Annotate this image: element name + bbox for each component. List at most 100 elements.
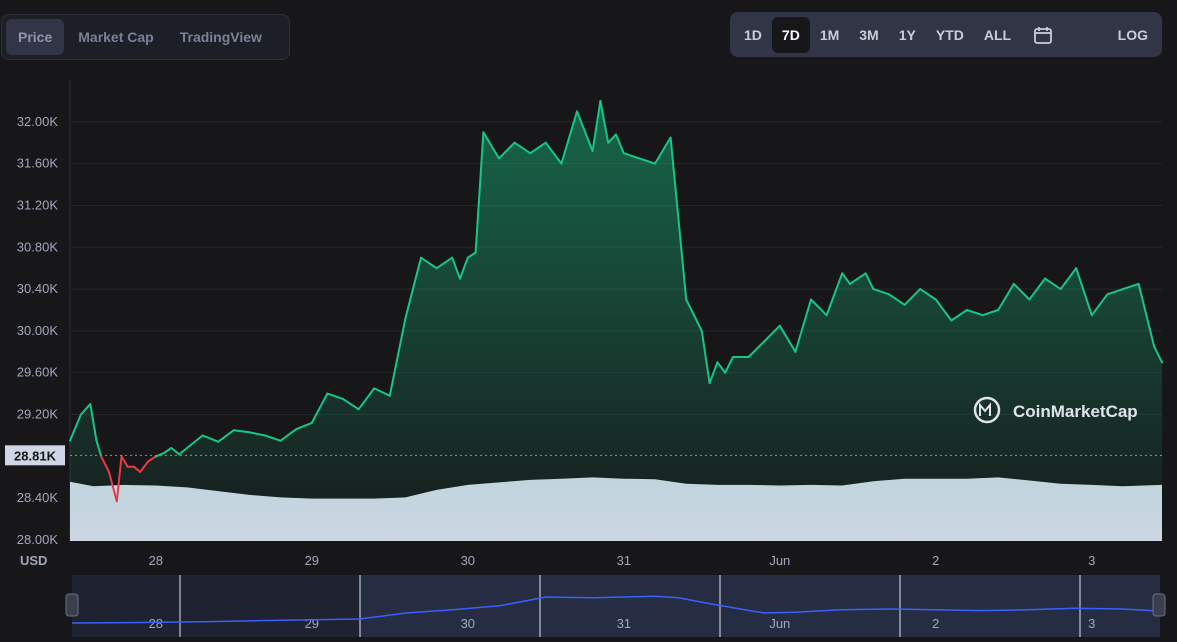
price-line-segment — [864, 272, 875, 291]
navigator-tick-label: 28 — [149, 616, 163, 631]
price-line-segment — [95, 439, 103, 458]
price-line-segment — [147, 455, 157, 463]
x-tick-label: 28 — [149, 553, 163, 568]
price-line-segment — [139, 460, 149, 473]
price-line-segment — [849, 277, 859, 285]
price-line-segment — [708, 361, 719, 385]
price-line-segment — [162, 447, 173, 455]
y-tick-label: 32.00K — [17, 114, 59, 129]
range-7d-button[interactable]: 7D — [771, 16, 810, 53]
price-line-segment — [373, 387, 391, 397]
y-tick-label: 30.80K — [17, 239, 59, 254]
price-line-segment — [115, 455, 123, 503]
price-line-segment — [459, 256, 469, 280]
navigator-tick-label: 3 — [1088, 616, 1095, 631]
price-line-segment — [529, 141, 547, 155]
price-line-segment — [201, 434, 220, 443]
watermark-text: CoinMarketCap — [1013, 402, 1138, 421]
time-range-selector: 1D 7D 1M 3M 1Y YTD ALL LOG — [730, 12, 1162, 57]
reference-price-badge — [5, 445, 65, 466]
range-1d-button[interactable]: 1D — [744, 26, 762, 43]
price-line-segment — [872, 288, 890, 296]
price-line-segment — [170, 447, 181, 456]
tab-market-cap[interactable]: Market Cap — [78, 29, 154, 45]
range-1m-button[interactable]: 1M — [819, 26, 840, 43]
x-tick-label: 30 — [461, 553, 475, 568]
log-scale-button[interactable]: LOG — [1117, 26, 1148, 43]
price-line-segment — [615, 133, 625, 155]
navigator-tick-label: 29 — [305, 616, 319, 631]
price-line-segment — [856, 272, 867, 280]
tab-tradingview[interactable]: TradingView — [179, 29, 262, 45]
y-tick-label: 31.20K — [17, 197, 59, 212]
price-line-segment — [326, 392, 344, 400]
price-line-segment — [1028, 277, 1046, 301]
chart-type-tabs: Price Market Cap TradingView — [1, 14, 290, 60]
navigator-left-handle[interactable] — [65, 593, 79, 617]
range-all-button[interactable]: ALL — [983, 26, 1012, 43]
x-tick-label: 31 — [617, 553, 631, 568]
price-line-segment — [451, 256, 461, 280]
price-line-segment — [1044, 277, 1062, 291]
y-tick-label: 30.00K — [17, 323, 59, 338]
price-line-segment — [435, 256, 454, 270]
x-tick-label: 2 — [932, 553, 939, 568]
price-line-segment — [178, 447, 188, 456]
price-line-segment — [1012, 282, 1031, 301]
navigator-tick-label: 30 — [461, 616, 475, 631]
price-line-segment — [186, 434, 204, 449]
price-line-segment — [217, 429, 235, 443]
price-line-segment — [794, 298, 812, 353]
price-line-segment — [342, 397, 360, 411]
navigator-selection[interactable] — [360, 575, 1160, 637]
price-line-segment — [420, 256, 438, 270]
price-line-segment — [69, 413, 82, 442]
y-tick-label: 28.40K — [17, 490, 59, 505]
price-line-segment — [1059, 267, 1078, 291]
price-line-segment — [778, 324, 797, 353]
price-line-segment — [638, 157, 656, 165]
price-line-segment — [700, 329, 711, 385]
price-line-segment — [763, 324, 781, 343]
price-line-segment — [1106, 288, 1124, 296]
price-line-segment — [622, 152, 641, 160]
price-line-segment — [981, 309, 1000, 317]
price-line-segment — [482, 131, 500, 160]
price-line-segment — [154, 452, 165, 458]
tab-price[interactable]: Price — [6, 19, 65, 55]
range-3m-button[interactable]: 3M — [859, 26, 879, 43]
y-tick-label: 31.60K — [17, 156, 59, 171]
price-line-segment — [232, 429, 251, 434]
calendar-button[interactable] — [1025, 17, 1061, 53]
price-line-segment — [747, 340, 766, 358]
price-line-segment — [474, 131, 485, 254]
range-ytd-button[interactable]: YTD — [935, 26, 964, 43]
calendar-icon — [1034, 26, 1052, 44]
price-line-segment — [1122, 282, 1140, 291]
price-line-segment — [599, 99, 610, 144]
price-line-segment — [133, 465, 142, 473]
navigator-tick-label: Jun — [769, 616, 790, 631]
price-line-segment — [498, 141, 516, 160]
reference-price-label: 28.81K — [14, 448, 57, 463]
range-1y-button[interactable]: 1Y — [898, 26, 916, 43]
navigator-right-handle[interactable] — [1152, 593, 1166, 617]
price-line-segment — [100, 455, 110, 473]
price-line-segment — [544, 141, 563, 165]
price-line-segment — [310, 392, 329, 424]
x-tick-label: Jun — [769, 553, 790, 568]
price-line-segment — [716, 361, 727, 374]
price-line-segment — [724, 356, 734, 374]
y-tick-label: 30.40K — [17, 281, 59, 296]
price-line-segment — [1075, 267, 1093, 317]
price-line-segment — [997, 282, 1015, 311]
price-line-segment — [607, 133, 617, 144]
price-line-segment — [560, 110, 578, 165]
price-line-segment — [357, 387, 376, 411]
y-tick-label: 28.00K — [17, 532, 59, 547]
price-line-segment — [79, 403, 92, 416]
x-tick-label: 29 — [305, 553, 319, 568]
price-line-segment — [934, 298, 953, 322]
price-line-segment — [841, 272, 851, 285]
